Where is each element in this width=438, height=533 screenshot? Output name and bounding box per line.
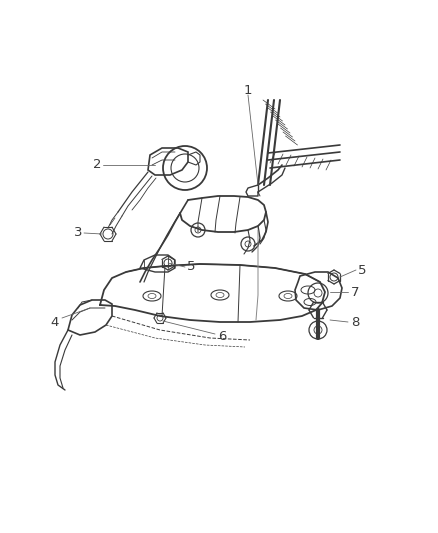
Text: 2: 2 [93,158,101,172]
Text: 4: 4 [51,316,59,328]
Text: 8: 8 [351,316,359,328]
Text: 7: 7 [351,286,359,298]
Text: 6: 6 [218,329,226,343]
Text: 1: 1 [244,85,252,98]
Text: 3: 3 [74,227,82,239]
Text: 5: 5 [358,263,366,277]
Text: 5: 5 [187,261,195,273]
